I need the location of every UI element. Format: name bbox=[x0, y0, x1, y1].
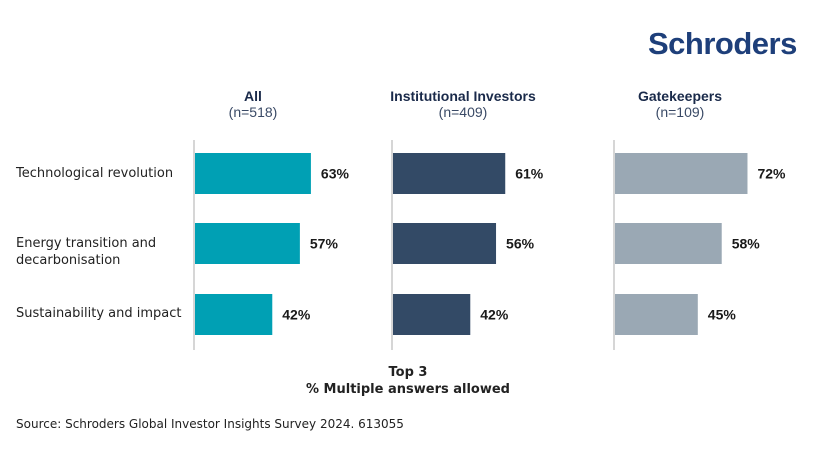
data-label: 72% bbox=[757, 166, 786, 182]
bar bbox=[195, 294, 273, 335]
data-label: 45% bbox=[708, 307, 737, 323]
bar bbox=[615, 294, 698, 335]
panel-title-gatekeepers: Gatekeepers (n=109) bbox=[570, 88, 790, 120]
panel-title-institutional: Institutional Investors (n=409) bbox=[353, 88, 573, 120]
data-label: 63% bbox=[321, 166, 350, 182]
category-line: Sustainability and impact bbox=[16, 306, 182, 321]
chart-note-top3: Top 3 bbox=[388, 365, 428, 380]
bar bbox=[393, 223, 497, 264]
category-line: Energy transition and bbox=[16, 236, 157, 251]
series-n: (n=409) bbox=[438, 104, 488, 120]
data-label: 42% bbox=[480, 307, 509, 323]
series-name: Institutional Investors bbox=[390, 88, 536, 104]
category-line: decarbonisation bbox=[16, 253, 121, 268]
bar bbox=[615, 153, 748, 194]
panel-title-all: All (n=518) bbox=[143, 88, 363, 120]
data-label: 61% bbox=[515, 166, 544, 182]
data-label: 57% bbox=[310, 236, 339, 252]
data-label: 56% bbox=[506, 236, 535, 252]
chart-note-multiple: % Multiple answers allowed bbox=[306, 382, 510, 397]
bar bbox=[393, 153, 506, 194]
series-n: (n=518) bbox=[228, 104, 278, 120]
bar bbox=[393, 294, 471, 335]
data-label: 42% bbox=[282, 307, 311, 323]
category-label-sustainability: Sustainability and impact bbox=[16, 305, 181, 322]
schroders-logo: Schroders bbox=[648, 26, 797, 61]
category-label-energy: Energy transition and decarbonisation bbox=[16, 235, 156, 269]
source-note: Source: Schroders Global Investor Insigh… bbox=[16, 417, 404, 431]
bar bbox=[615, 223, 722, 264]
series-name: Gatekeepers bbox=[637, 88, 723, 104]
category-label-tech: Technological revolution bbox=[16, 165, 173, 182]
series-name: All bbox=[244, 88, 262, 104]
data-label: 58% bbox=[732, 236, 761, 252]
category-line: Technological revolution bbox=[16, 166, 174, 181]
bar bbox=[195, 223, 300, 264]
bar bbox=[195, 153, 311, 194]
series-n: (n=109) bbox=[655, 104, 705, 120]
